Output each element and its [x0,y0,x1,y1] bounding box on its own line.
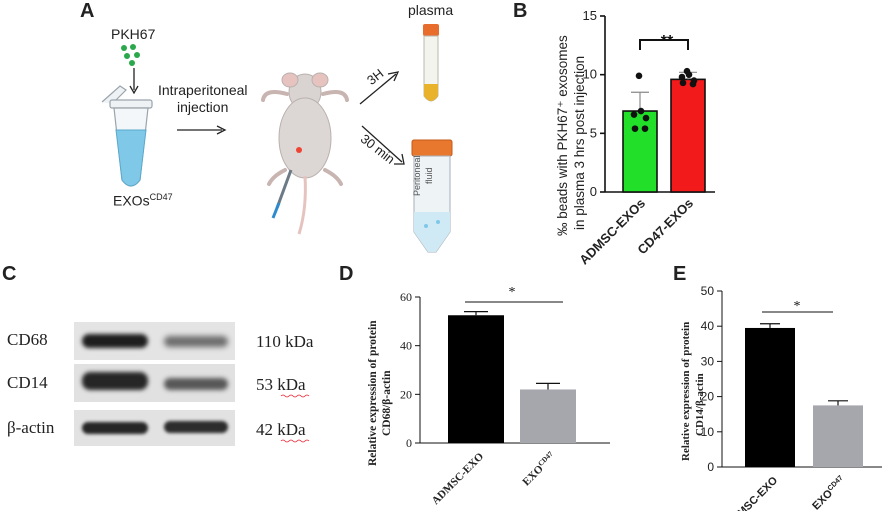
panel-d-letter: D [339,263,354,285]
b-data-point [641,125,649,132]
chart-d-sig: * [509,285,516,300]
down-arrow-icon [129,68,139,95]
blot-size-actin: 42 kDa [256,420,306,439]
pkh67-label: PKH67 [111,26,156,42]
plasma-label: plasma [408,2,454,18]
blot-label-cd68: CD68 [7,330,48,349]
plasma-tube-icon [423,24,439,102]
e-ytick-label: 30 [701,354,715,368]
blot-label-actin: β-actin [7,418,55,437]
blot-size-cd68: 110 kDa [256,332,314,351]
e-ytick-label: 50 [701,284,715,298]
d-ytick-label: 60 [400,290,412,304]
b-data-point [679,79,687,87]
b-data-point [631,125,639,132]
b-data-point [678,73,686,81]
d-ytick-label: 0 [406,436,412,450]
b-ytick-label: 10 [583,67,597,82]
pkh67-dots-icon [121,44,140,66]
b-data-point [685,71,693,78]
chart-d-ylabel-line2: CD68/β-actin [381,370,393,436]
b-data-point [635,72,643,80]
blot-strip-cd68 [74,322,235,360]
b-significance-bracket [639,39,689,50]
chart-e-ylabel-line2: CD14/β-actin [694,373,706,436]
blot-strip-cd14 [74,364,235,402]
e-bar [745,327,795,467]
eppendorf-tube-icon [101,85,153,187]
e-ytick-label: 10 [701,425,715,439]
e-ytick-label: 20 [701,390,715,404]
d-ytick-label: 20 [400,387,412,401]
chart-d-ylabel-line1: Relative expression of protein [367,320,379,466]
d-bar [448,315,504,443]
exos-label: EXOsCD47 [113,192,173,209]
peritoneal-fluid-tube-icon [411,139,453,253]
d-ytick-label: 40 [400,339,412,353]
e-ytick-label: 0 [707,460,714,474]
arrow-to-plasma-icon [359,71,400,105]
chart-b-ylabel-line2: in plasma 3 hrs post injection [572,56,587,230]
chart-b-ylabel-line1: ‰ beads with PKH67⁺ exosomes [555,35,570,236]
chart-e-ylabel-line1: Relative expression of protein [680,322,692,461]
route-label-line1: Intraperitoneal [158,82,248,98]
e-category-label: ADMSC-EXO [724,474,780,511]
b-bar [622,110,658,193]
panel-a-letter: A [80,0,95,22]
e-ytick-label: 40 [701,319,715,333]
b-data-point [637,107,645,115]
panel-e-letter: E [673,263,687,285]
blot-band [164,421,228,433]
chart-b-sig: ** [661,33,674,50]
e-bar [813,405,863,467]
spellcheck-underline-icon [280,439,310,443]
chart-e-sig: * [794,299,801,314]
route-label-line2: injection [177,99,229,115]
blot-band [164,378,228,390]
blot-band [82,422,148,434]
panel-b-letter: B [513,0,528,22]
d-bar [520,389,576,443]
right-arrow-icon [177,125,227,135]
b-data-point [630,111,638,118]
spellcheck-underline-icon [280,394,310,398]
b-ytick-label: 0 [590,184,597,199]
blot-band [164,336,228,347]
blot-label-cd14: CD14 [7,373,48,392]
blot-band [82,372,148,390]
panel-c-letter: C [2,263,17,285]
blot-size-cd14: 53 kDa [256,375,306,394]
b-ytick-label: 15 [583,8,597,23]
mouse-icon [261,72,349,235]
b-data-point [642,114,650,122]
e-category-label: EXOCD47 [810,474,849,511]
e-category-sup: CD47 [826,474,845,493]
blot-strip-actin [74,410,235,446]
arrow-to-fluid-icon [361,125,405,165]
blot-band [82,334,148,348]
b-data-point [689,80,697,88]
b-ytick-label: 5 [590,125,597,140]
